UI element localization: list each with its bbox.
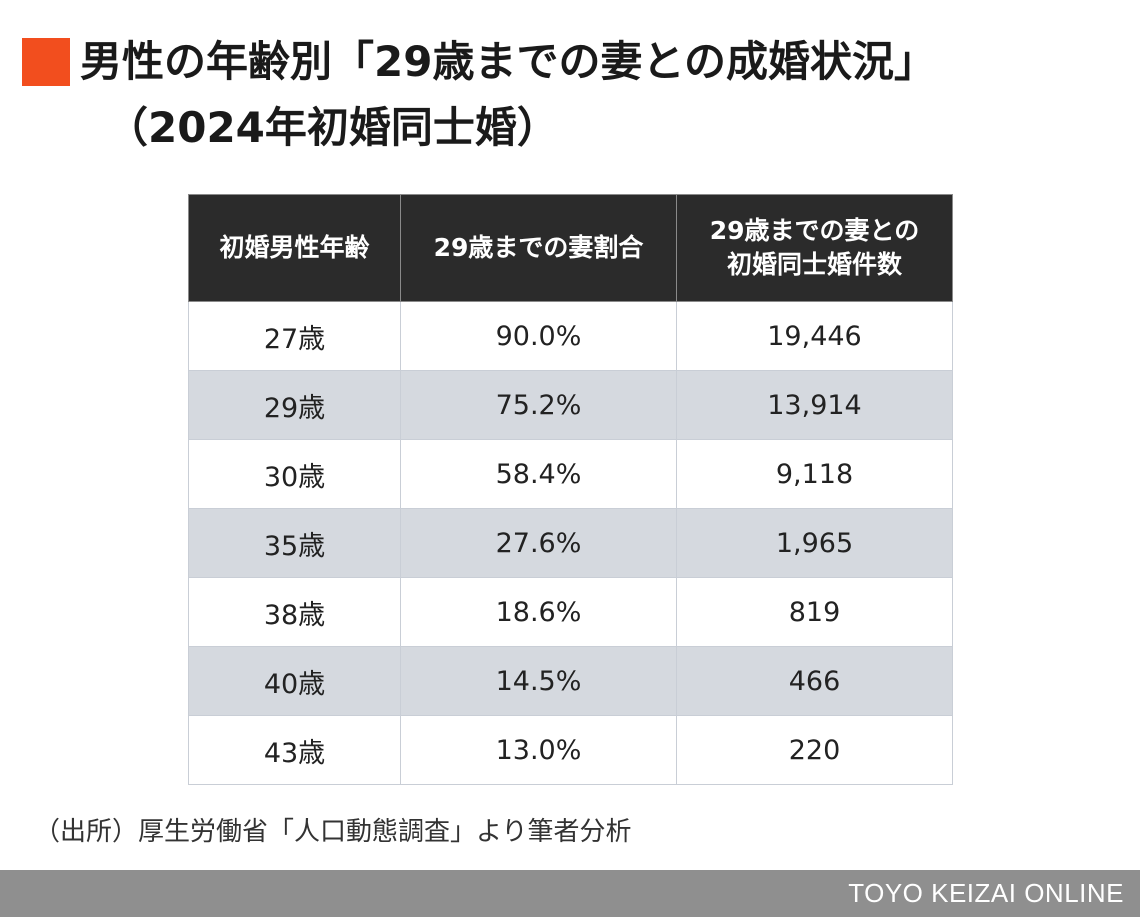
cell-count: 9,118: [676, 439, 953, 509]
cell-age: 27歳: [188, 301, 401, 371]
cell-ratio: 75.2%: [400, 370, 677, 440]
table-body: 27歳 90.0% 19,446 29歳 75.2% 13,914 30歳 58.4% 9,11…: [188, 301, 953, 785]
cell-ratio: 18.6%: [400, 577, 677, 647]
cell-ratio: 90.0%: [400, 301, 677, 371]
header-ratio-line: 29歳までの妻割合: [433, 233, 644, 262]
header-count-line-1: 29歳までの妻との: [709, 216, 920, 245]
cell-age: 30歳: [188, 439, 401, 509]
cell-ratio: 27.6%: [400, 508, 677, 578]
table-row: 27歳 90.0% 19,446: [188, 301, 953, 371]
cell-age: 40歳: [188, 646, 401, 716]
header-count: 29歳までの妻との 初婚同士婚件数: [676, 194, 953, 302]
chart-title: 男性の年齢別「29歳までの妻との成婚状況」: [80, 37, 937, 86]
cell-count: 819: [676, 577, 953, 647]
footer-bar: TOYO KEIZAI ONLINE: [0, 870, 1140, 917]
cell-count: 13,914: [676, 370, 953, 440]
table-row: 29歳 75.2% 13,914: [188, 370, 953, 440]
cell-age: 38歳: [188, 577, 401, 647]
cell-count: 466: [676, 646, 953, 716]
table-row: 40歳 14.5% 466: [188, 646, 953, 716]
chart-subtitle: （2024年初婚同士婚）: [106, 103, 559, 152]
header-age: 初婚男性年齢: [188, 194, 401, 302]
cell-count: 220: [676, 715, 953, 785]
cell-age: 43歳: [188, 715, 401, 785]
data-table: 初婚男性年齢 29歳までの妻割合 29歳までの妻との 初婚同士婚件数 27歳 90…: [188, 194, 953, 785]
table-header-row: 初婚男性年齢 29歳までの妻割合 29歳までの妻との 初婚同士婚件数: [188, 194, 953, 302]
cell-ratio: 58.4%: [400, 439, 677, 509]
table-row: 30歳 58.4% 9,118: [188, 439, 953, 509]
header-ratio: 29歳までの妻割合: [400, 194, 677, 302]
title-marker-square: [22, 38, 70, 86]
header-age-line: 初婚男性年齢: [219, 233, 370, 262]
cell-ratio: 13.0%: [400, 715, 677, 785]
header-count-line-2: 初婚同士婚件数: [726, 250, 902, 279]
source-note: （出所）厚生労働省「人口動態調査」より筆者分析: [34, 817, 632, 847]
footer-brand: TOYO KEIZAI ONLINE: [848, 878, 1124, 908]
cell-count: 1,965: [676, 508, 953, 578]
cell-ratio: 14.5%: [400, 646, 677, 716]
cell-count: 19,446: [676, 301, 953, 371]
cell-age: 29歳: [188, 370, 401, 440]
table-row: 43歳 13.0% 220: [188, 715, 953, 785]
table-row: 38歳 18.6% 819: [188, 577, 953, 647]
table-row: 35歳 27.6% 1,965: [188, 508, 953, 578]
cell-age: 35歳: [188, 508, 401, 578]
